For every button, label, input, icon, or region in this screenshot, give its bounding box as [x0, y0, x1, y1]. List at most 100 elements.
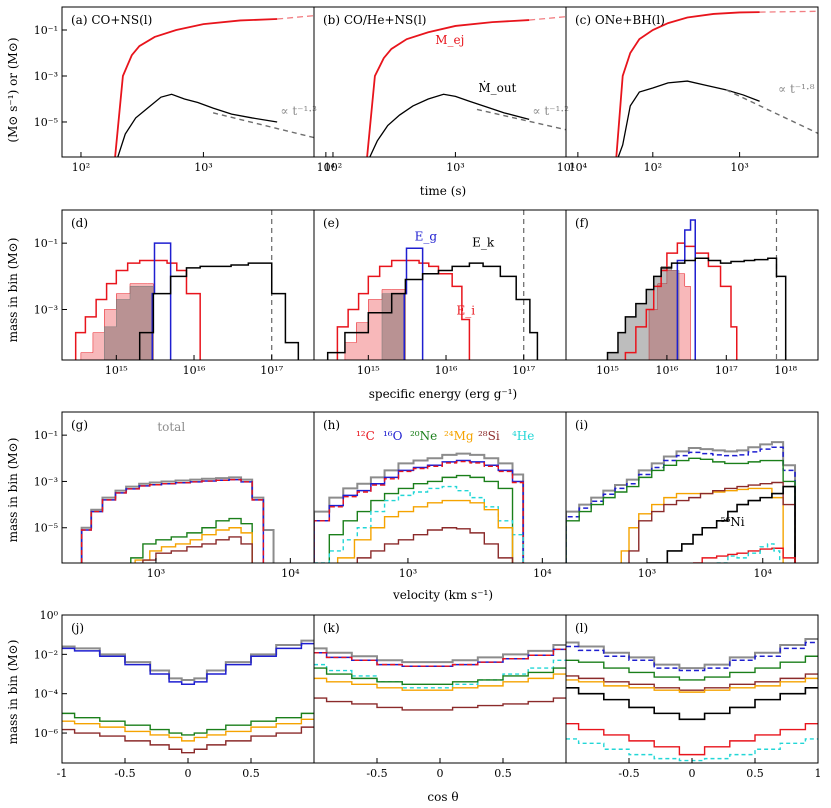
x-tick-label: 10³ — [147, 567, 165, 580]
series-e-k — [606, 257, 787, 360]
legend-entry: ²⁰Ne — [410, 429, 437, 443]
series-12c — [314, 648, 566, 667]
legend-entry: ¹⁶O — [383, 429, 403, 443]
series-12c — [80, 478, 265, 563]
axes-frame — [565, 411, 819, 564]
panel-b: 10² 10³ 10⁴ (b) CO/He+NS(l) M_ej Ṁ_out ∝ t⁻¹·² — [313, 6, 588, 174]
panel-label: (j) — [71, 621, 84, 635]
annotation: ∝ t⁻¹·⁸ — [778, 82, 815, 96]
annotation: E_k — [472, 235, 495, 249]
axes-frame — [61, 6, 315, 158]
y-tick-label: 10⁰ — [40, 609, 59, 622]
panel-d: 10¹⁵ 10¹⁶ 10¹⁷ 10⁻³ 10⁻¹ (d) — [34, 209, 315, 377]
series-e-k — [138, 262, 300, 360]
series-28si — [566, 673, 818, 691]
x-tick-label: 0 — [185, 767, 192, 780]
x-tick-label: 10² — [324, 161, 342, 174]
axes-frame — [565, 209, 819, 361]
panel-label: (k) — [323, 621, 340, 635]
x-tick-label: -0.5 — [366, 767, 387, 780]
y-tick-label: 10⁻³ — [34, 70, 58, 83]
panel-label: (l) — [575, 621, 588, 635]
plot-area-h — [314, 452, 525, 563]
x-tick-label: 10⁴ — [754, 567, 773, 580]
plot-area-f — [606, 210, 787, 360]
x-tick-label: 10³ — [638, 567, 656, 580]
y-tick-label: 10⁻⁶ — [34, 727, 59, 740]
x-tick-label: 10¹ — [557, 161, 575, 174]
series-e-g — [151, 242, 172, 360]
series-4he — [716, 543, 781, 563]
x-tick-label: 10¹⁷ — [715, 364, 738, 377]
series-m-out — [369, 93, 530, 157]
series-16o — [566, 446, 796, 563]
y-axis-label-row2: mass in bin (M⊙) — [6, 238, 20, 343]
panel-c: 10¹ 10² 10³ (c) ONe+BH(l) ∝ t⁻¹·⁸ — [557, 6, 819, 174]
x-axis-label-velocity: velocity (km s⁻¹) — [392, 588, 493, 602]
series-m-ej — [114, 18, 278, 157]
series-20ne — [566, 457, 796, 563]
x-tick-label: 10¹⁵ — [596, 364, 619, 377]
series-e-k — [326, 262, 539, 360]
annotation: ⁵⁶Ni — [721, 515, 745, 529]
panel-k: -0.5 0 0.5 (k) — [313, 614, 567, 780]
plot-area-j — [62, 639, 314, 754]
series-e-k-unbound-part- — [381, 293, 406, 360]
x-tick-label: 10⁴ — [281, 567, 300, 580]
panel-label: (d) — [71, 216, 88, 230]
series-4he — [314, 485, 524, 563]
plot-area-b — [366, 16, 566, 157]
series-m-ej-extrapolated- — [529, 16, 566, 21]
series-e-g — [403, 247, 424, 360]
annotation: M_ej — [435, 33, 464, 47]
axes-frame — [565, 614, 819, 764]
panel-l: -0.5 0 0.5 1 (l) — [565, 614, 822, 780]
panel-j: -1 -0.5 0 0.5 10⁻⁶ 10⁻⁴ 10⁻² 10⁰ (j) — [34, 609, 315, 780]
x-tick-label: 0.5 — [494, 767, 512, 780]
legend-entry: ⁴He — [512, 429, 534, 443]
panel-label: (c) ONe+BH(l) — [575, 13, 665, 27]
series-24mg — [566, 677, 818, 693]
x-tick-label: 0.5 — [746, 767, 764, 780]
x-tick-label: 0 — [437, 767, 444, 780]
series-total — [314, 643, 566, 664]
series-28si — [142, 536, 253, 563]
panel-h: 10³ 10⁴ (h) ¹²C ¹⁶O ²⁰Ne ²⁴Mg ²⁸Si ⁴He — [313, 411, 567, 580]
series-4he — [566, 738, 818, 762]
panel-a: 10² 10³ 10⁴ 10⁻⁵ 10⁻³ 10⁻¹ (a) CO+NS(l) ∝ t⁻¹·³ — [34, 6, 336, 174]
y-axis-label-row1: (M⊙ s⁻¹) or (M⊙) — [6, 37, 20, 142]
series-m-out — [617, 80, 760, 157]
y-tick-label: 10⁻² — [34, 648, 58, 661]
series-e-i — [74, 259, 201, 360]
x-tick-label: 10¹⁵ — [357, 364, 380, 377]
series-20ne — [314, 667, 566, 686]
annotation: ∝ t⁻¹·² — [532, 104, 569, 118]
series-24mg — [62, 718, 314, 742]
series-20ne — [130, 517, 253, 563]
series-total — [314, 452, 525, 563]
series-20ne — [328, 474, 514, 563]
series-e-i — [624, 242, 738, 360]
panel-label: (b) CO/He+NS(l) — [323, 13, 426, 27]
x-axis-label-cos-theta: cos θ — [427, 790, 458, 804]
x-tick-label: 0 — [689, 767, 696, 780]
x-tick-label: 0.5 — [242, 767, 260, 780]
annotation: E_g — [415, 230, 438, 244]
series-power-law — [725, 89, 818, 134]
series-e-g — [676, 219, 696, 360]
panel-label: (i) — [575, 418, 588, 432]
x-tick-label: 10³ — [446, 161, 464, 174]
annotation: E_i — [457, 304, 476, 318]
legend-entry: ¹²C — [356, 429, 375, 443]
panel-e: 10¹⁵ 10¹⁶ 10¹⁷ (e) E_g E_k E_i — [313, 209, 567, 377]
x-tick-label: 10⁴ — [317, 161, 336, 174]
series-24mg — [620, 487, 784, 563]
y-tick-label: 10⁻¹ — [34, 429, 58, 442]
panel-label: (g) — [71, 418, 88, 432]
series-56ni — [566, 686, 818, 721]
series-power-law — [476, 108, 566, 131]
axes-frame — [313, 209, 567, 361]
x-tick-label: 10² — [72, 161, 90, 174]
series-16o — [314, 459, 524, 563]
